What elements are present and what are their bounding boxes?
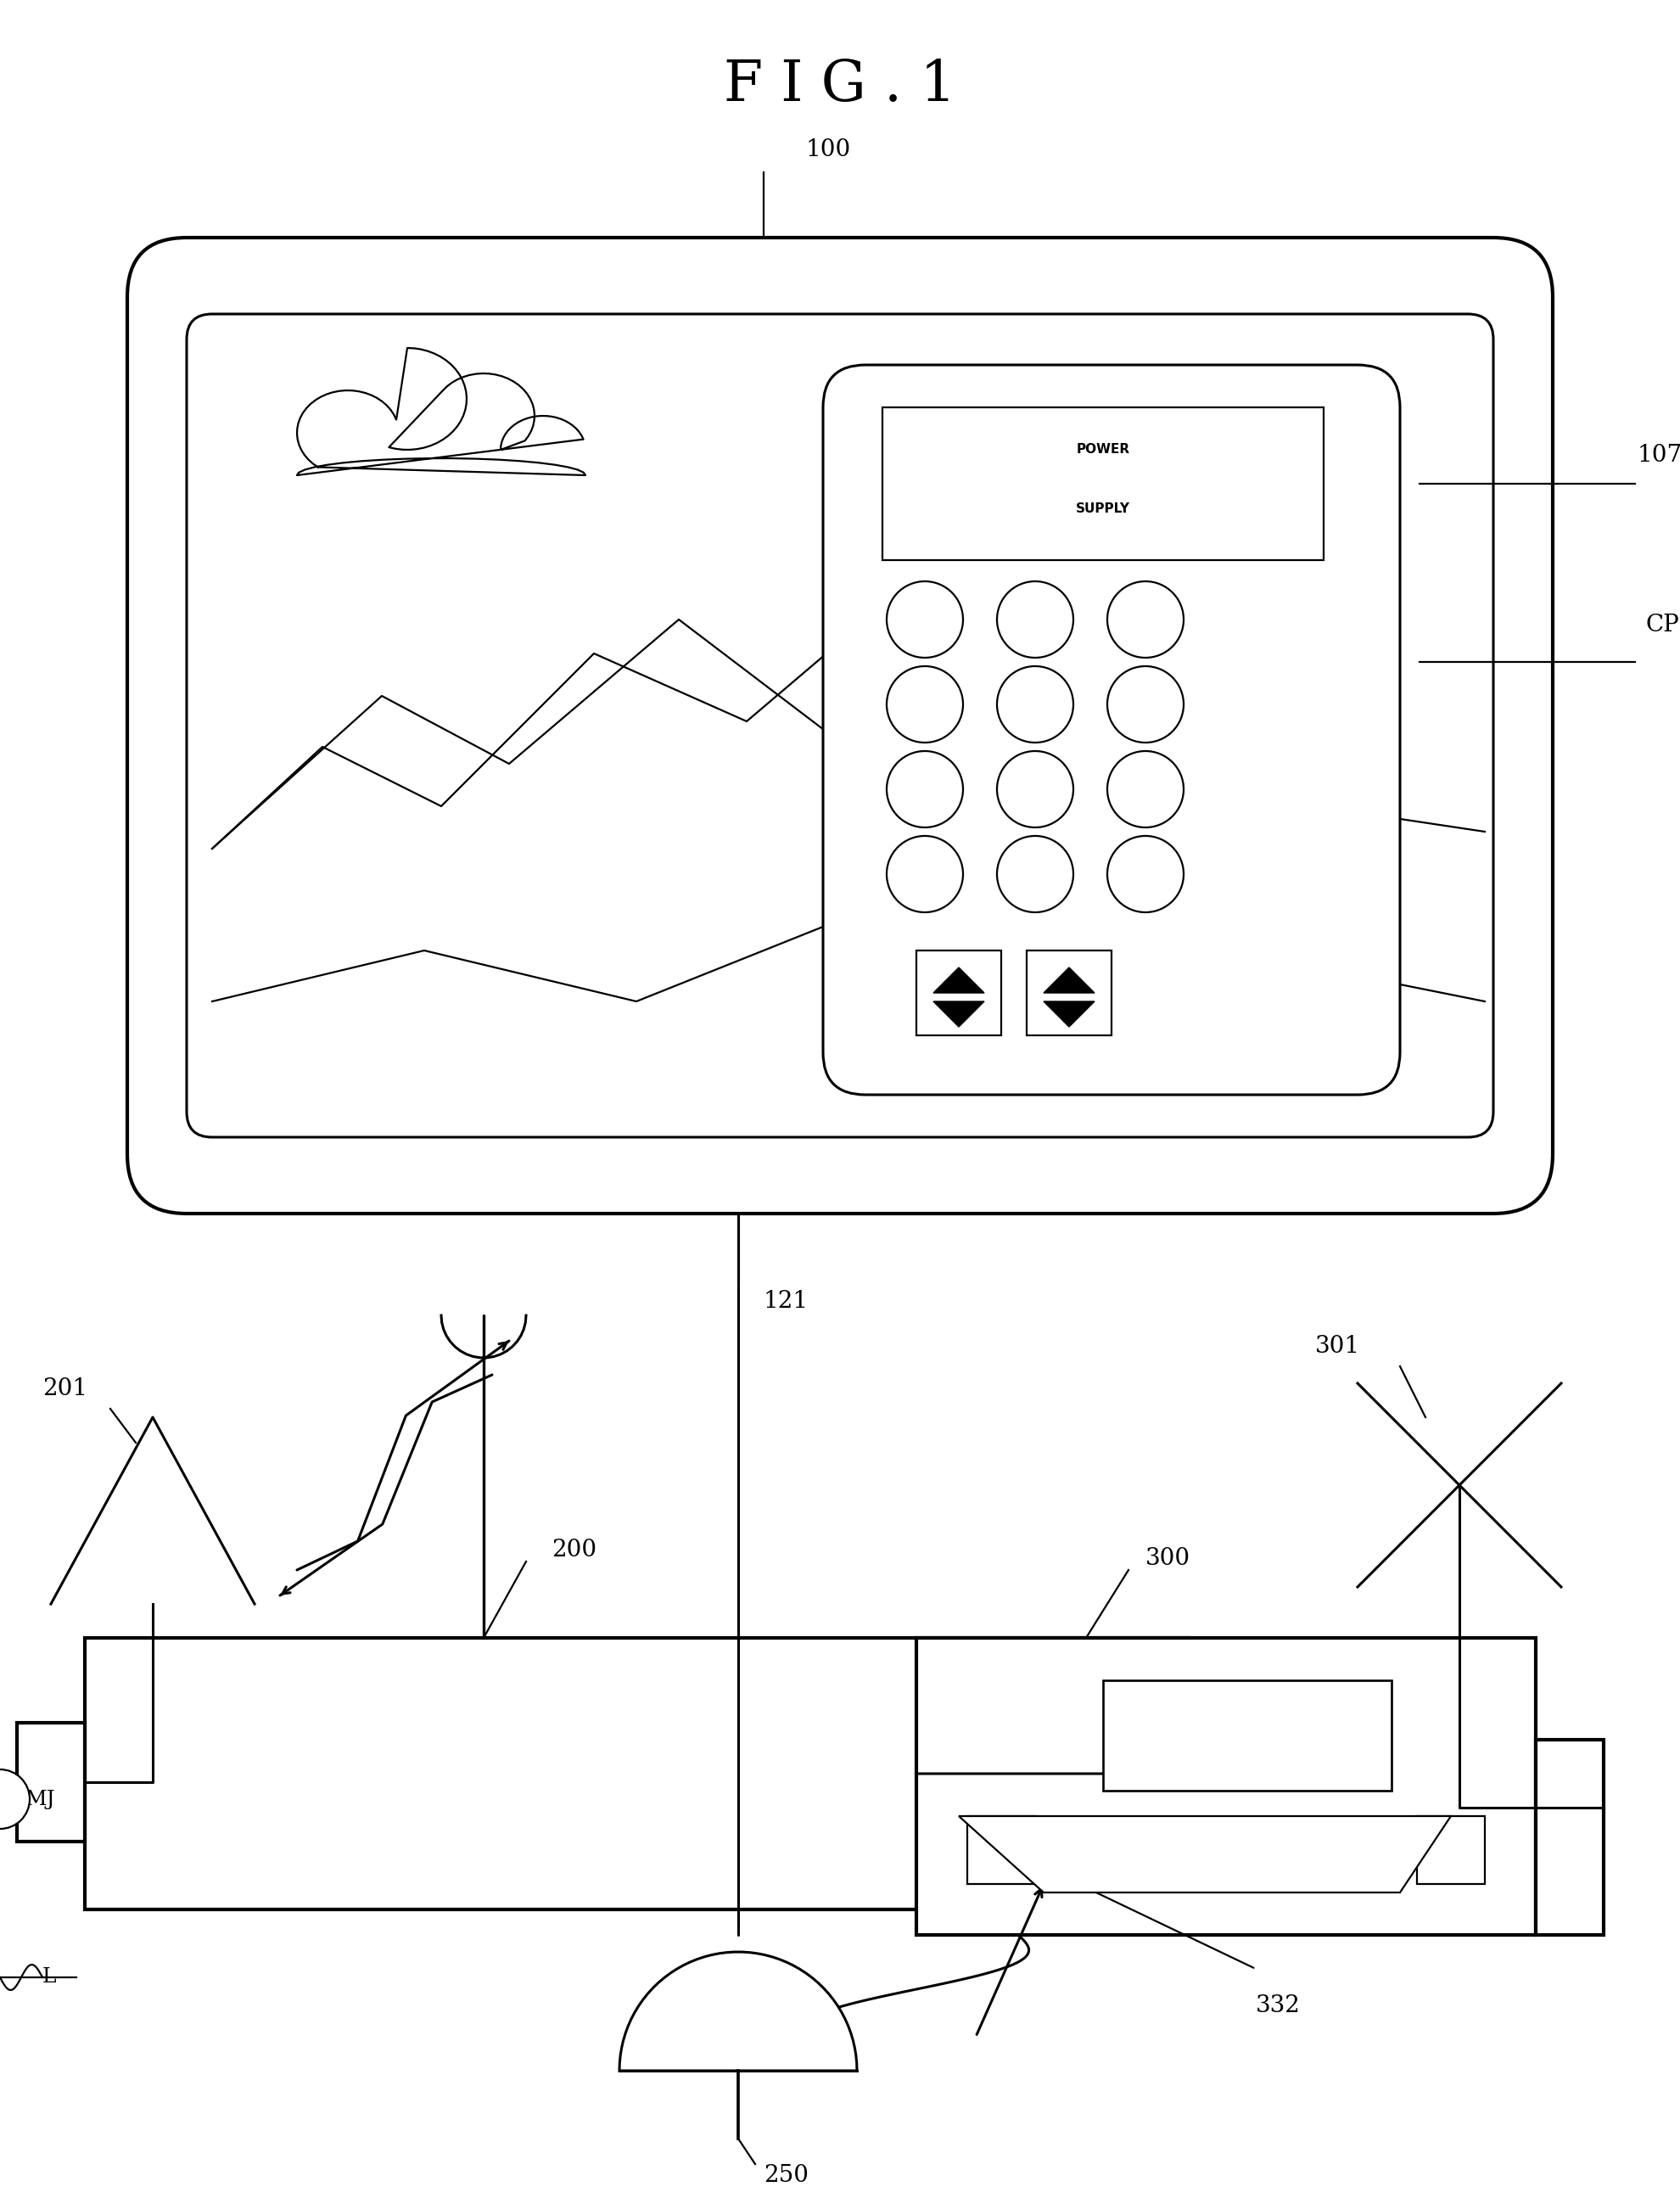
Polygon shape xyxy=(958,1816,1450,1892)
Text: 250: 250 xyxy=(763,2165,808,2187)
PathPatch shape xyxy=(128,237,1552,1213)
Bar xyxy=(17,1723,84,1842)
Text: 300: 300 xyxy=(1144,1547,1189,1569)
Circle shape xyxy=(1107,666,1183,743)
Circle shape xyxy=(1107,580,1183,657)
Circle shape xyxy=(887,666,963,743)
Polygon shape xyxy=(1043,967,1094,993)
Text: SUPPLY: SUPPLY xyxy=(1075,503,1129,517)
Polygon shape xyxy=(932,1002,984,1026)
Text: 100: 100 xyxy=(806,138,850,160)
PathPatch shape xyxy=(823,365,1399,1095)
Circle shape xyxy=(996,580,1074,657)
Polygon shape xyxy=(297,347,585,475)
Circle shape xyxy=(996,666,1074,743)
Text: F I G . 1: F I G . 1 xyxy=(724,57,956,112)
Bar xyxy=(882,407,1322,560)
Circle shape xyxy=(1107,752,1183,826)
Circle shape xyxy=(887,835,963,912)
Bar xyxy=(1416,1816,1483,1884)
Bar xyxy=(966,1816,1035,1884)
PathPatch shape xyxy=(186,314,1492,1136)
Text: MJ: MJ xyxy=(25,1789,55,1809)
Circle shape xyxy=(996,752,1074,826)
Bar xyxy=(1102,1679,1391,1791)
Circle shape xyxy=(887,752,963,826)
Text: 107: 107 xyxy=(1636,444,1680,466)
Text: 200: 200 xyxy=(551,1539,596,1561)
Bar xyxy=(1536,1741,1603,1934)
Text: 201: 201 xyxy=(42,1378,87,1400)
Text: 301: 301 xyxy=(1314,1334,1359,1358)
Circle shape xyxy=(1107,835,1183,912)
Text: CP: CP xyxy=(1645,613,1678,637)
Bar xyxy=(84,1638,1188,1910)
Bar xyxy=(916,1638,1536,1934)
Circle shape xyxy=(887,580,963,657)
Polygon shape xyxy=(932,967,984,993)
Text: L: L xyxy=(42,1967,57,1987)
Bar xyxy=(1026,950,1110,1035)
Bar xyxy=(916,950,1001,1035)
Polygon shape xyxy=(1043,1002,1094,1026)
Text: 332: 332 xyxy=(1255,1994,1300,2018)
Text: POWER: POWER xyxy=(1075,444,1129,457)
Text: 121: 121 xyxy=(763,1290,808,1312)
Circle shape xyxy=(996,835,1074,912)
Circle shape xyxy=(0,1769,30,1829)
Polygon shape xyxy=(620,1952,857,2071)
